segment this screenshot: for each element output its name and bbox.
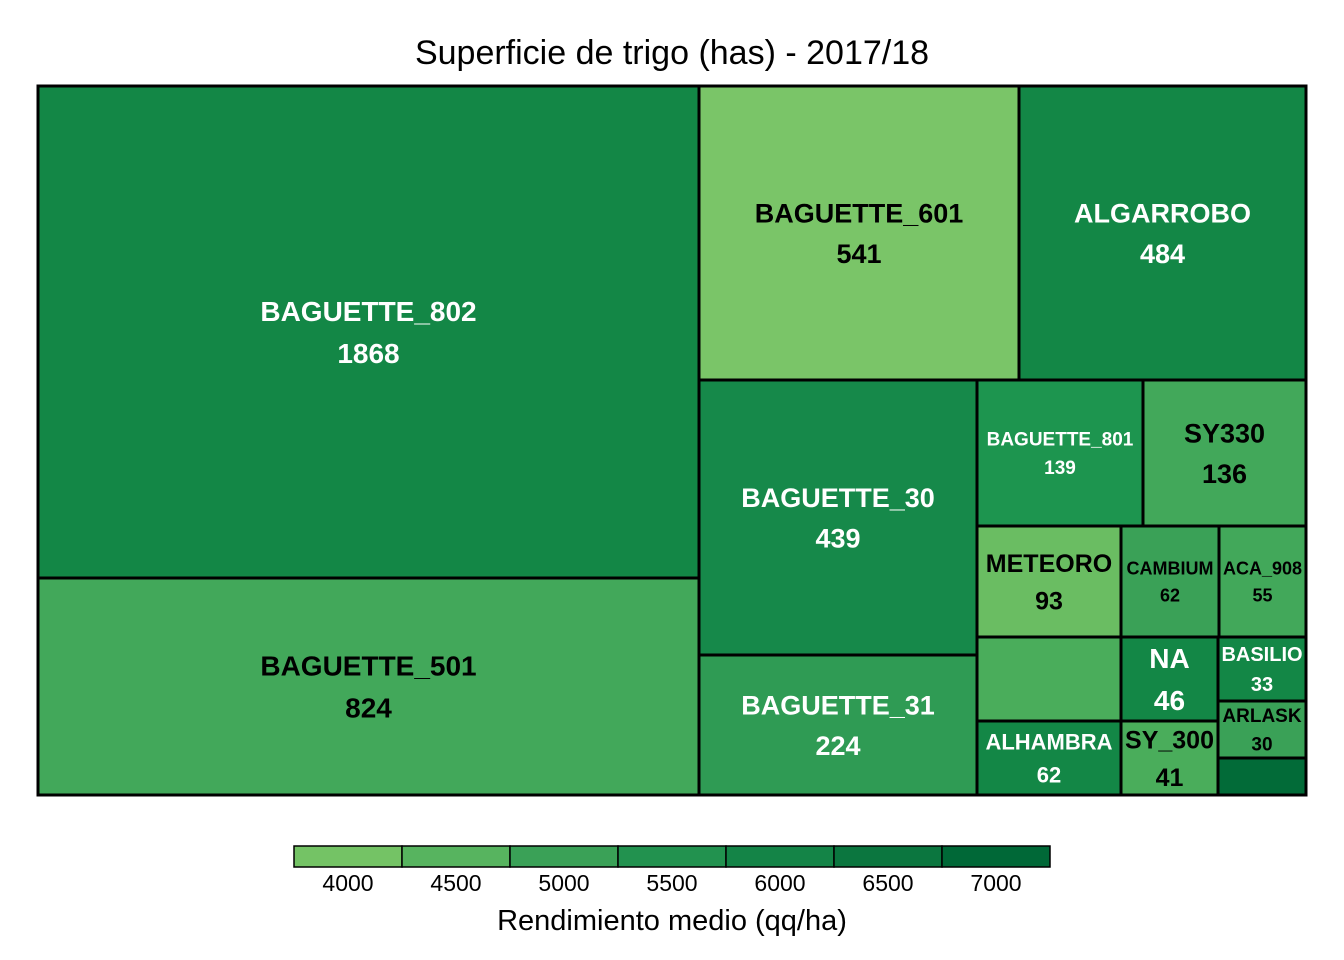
tile-name-label: ALHAMBRA <box>985 729 1112 754</box>
legend-tick-label: 5000 <box>538 870 589 896</box>
legend-swatch <box>509 845 619 868</box>
tile-value-label: 824 <box>345 693 392 724</box>
tile-baguette-501: BAGUETTE_501 824 <box>36 576 701 797</box>
tile-value-label: 55 <box>1252 585 1272 605</box>
tile-value-label: 93 <box>1035 587 1063 615</box>
chart-title: Superficie de trigo (has) - 2017/18 <box>415 34 929 72</box>
tile-value-label: 136 <box>1202 459 1247 489</box>
tile-rect <box>1119 635 1220 723</box>
legend-swatch <box>401 845 511 868</box>
tile-value-label: 46 <box>1154 685 1185 716</box>
tile-name-label: BAGUETTE_30 <box>741 483 935 513</box>
tile-basilio: BASILIO 33 <box>1216 635 1308 703</box>
tile-aca-908: ACA_908 55 <box>1217 524 1308 639</box>
tile-name-label: SY330 <box>1184 418 1265 448</box>
tile-name-label: ARLASK <box>1222 706 1301 727</box>
tile-baguette-31: BAGUETTE_31 224 <box>697 653 979 797</box>
legend-tick-label: 4500 <box>430 870 481 896</box>
tile-name-label: METEORO <box>986 550 1112 578</box>
color-legend: 4000 4500 5000 5500 6000 6500 7000 Rendimiento… <box>293 845 1051 937</box>
legend-title: Rendimiento medio (qq/ha) <box>497 905 847 937</box>
tile-sy-300: SY_300 41 <box>1119 719 1220 797</box>
tile-name-label: BAGUETTE_601 <box>755 198 964 228</box>
tile-baguette-30: BAGUETTE_30 439 <box>697 378 979 657</box>
tile-name-label: SY_300 <box>1125 726 1214 754</box>
tile-rect <box>1141 378 1308 528</box>
tile-value-label: 1868 <box>337 338 399 369</box>
tile-baguette-801: BAGUETTE_801 139 <box>975 378 1145 528</box>
legend-swatch <box>293 845 403 868</box>
tile-name-label: CAMBIUM <box>1127 558 1214 578</box>
tile-value-label: 541 <box>836 239 881 269</box>
tile-unlabeled-11 <box>975 635 1123 723</box>
tile-rect <box>36 576 701 797</box>
legend-tick-label: 6000 <box>754 870 805 896</box>
tile-rect <box>1216 756 1308 797</box>
tile-baguette-802: BAGUETTE_802 1868 <box>36 84 701 580</box>
tile-rect <box>1119 524 1221 639</box>
tile-rect <box>975 524 1123 639</box>
tile-rect <box>1017 84 1308 382</box>
legend-swatch <box>617 845 727 868</box>
tile-na: NA 46 <box>1119 635 1220 723</box>
tile-value-label: 33 <box>1251 674 1273 696</box>
tile-alhambra: ALHAMBRA 62 <box>975 719 1123 797</box>
tile-value-label: 62 <box>1160 585 1180 605</box>
tile-baguette-601: BAGUETTE_601 541 <box>697 84 1021 382</box>
tile-name-label: BASILIO <box>1221 644 1302 666</box>
tile-value-label: 62 <box>1037 762 1061 787</box>
tile-name-label: BAGUETTE_31 <box>741 690 935 720</box>
tile-value-label: 439 <box>815 523 860 553</box>
tile-value-label: 41 <box>1156 764 1184 792</box>
tile-name-label: BAGUETTE_801 <box>987 430 1134 451</box>
tile-unlabeled-17 <box>1216 756 1308 797</box>
legend-tick-label: 7000 <box>970 870 1021 896</box>
tile-rect <box>36 84 701 580</box>
tile-cambium: CAMBIUM 62 <box>1119 524 1221 639</box>
legend-swatch <box>941 845 1051 868</box>
tile-rect <box>975 635 1123 723</box>
legend-tick-label: 4000 <box>322 870 373 896</box>
tile-name-label: ACA_908 <box>1223 558 1302 578</box>
tile-rect <box>697 84 1021 382</box>
legend-tick-label: 6500 <box>862 870 913 896</box>
legend-swatch <box>833 845 943 868</box>
tile-algarrobo: ALGARROBO 484 <box>1017 84 1308 382</box>
tile-name-label: BAGUETTE_802 <box>260 296 476 327</box>
tile-value-label: 224 <box>815 731 860 761</box>
tile-name-label: BAGUETTE_501 <box>260 651 476 682</box>
legend-tick-label: 5500 <box>646 870 697 896</box>
tile-value-label: 30 <box>1251 735 1272 756</box>
tile-value-label: 484 <box>1140 239 1185 269</box>
tile-rect <box>975 378 1145 528</box>
legend-swatches <box>293 845 1051 868</box>
legend-swatch <box>725 845 835 868</box>
tile-name-label: ALGARROBO <box>1074 198 1251 228</box>
tile-meteoro: METEORO 93 <box>975 524 1123 639</box>
treemap-border <box>36 84 1308 797</box>
tile-name-label: NA <box>1149 643 1189 674</box>
tile-rect <box>697 378 979 657</box>
tile-sy330: SY330 136 <box>1141 378 1308 528</box>
treemap-tiles: BAGUETTE_8021868BAGUETTE_501824BAGUETTE_… <box>36 84 1308 797</box>
tile-rect <box>697 653 979 797</box>
legend-ticks: 4000 4500 5000 5500 6000 6500 7000 <box>322 870 1021 896</box>
tile-value-label: 139 <box>1044 458 1076 479</box>
tile-rect <box>1217 524 1308 639</box>
tile-arlask: ARLASK 30 <box>1216 699 1308 760</box>
